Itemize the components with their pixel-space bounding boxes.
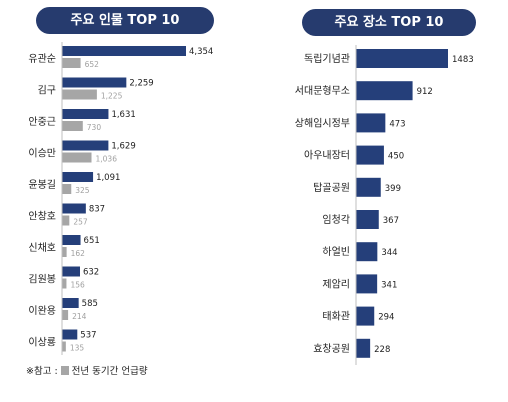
- data-label-people-current: 1,631: [111, 110, 135, 120]
- bar-people-previous: [62, 89, 97, 100]
- data-label-people-current: 585: [82, 299, 98, 309]
- category-label-places: 효창공원: [313, 343, 350, 355]
- data-label-people-previous: 1,036: [96, 155, 118, 164]
- data-label-places: 1483: [452, 55, 474, 65]
- chart-title-places: 주요 장소 TOP 10: [302, 9, 476, 36]
- bar-people-previous: [62, 121, 83, 131]
- data-label-people-previous: 214: [72, 312, 87, 321]
- bar-people-current: [62, 77, 127, 88]
- category-label-people: 이승만: [28, 148, 56, 160]
- data-label-people-previous: 730: [87, 123, 102, 132]
- data-label-people-current: 651: [84, 236, 100, 246]
- bar-places: [356, 242, 378, 262]
- bar-people-previous: [62, 58, 81, 68]
- category-label-people: 이상룡: [28, 337, 56, 349]
- bar-people-current: [62, 172, 94, 182]
- data-label-people-current: 4,354: [189, 47, 213, 57]
- data-label-people-current: 632: [83, 268, 99, 278]
- legend-swatch-gray: [60, 366, 69, 375]
- data-label-places: 294: [378, 313, 394, 323]
- bar-people-current: [62, 298, 79, 308]
- data-label-people-previous: 162: [71, 249, 86, 258]
- bar-places: [356, 210, 379, 229]
- data-label-people-current: 537: [80, 331, 96, 341]
- category-label-people: 윤봉길: [28, 178, 56, 191]
- chart-title-people: 주요 인물 TOP 10: [36, 7, 214, 34]
- data-label-people-previous: 135: [70, 344, 85, 353]
- category-label-places: 서대문형무소: [295, 85, 350, 97]
- data-label-places: 344: [381, 248, 397, 258]
- data-label-places: 473: [389, 119, 405, 129]
- bar-people-current: [62, 140, 109, 151]
- bar-people-current: [62, 235, 81, 245]
- bar-people-previous: [62, 341, 66, 352]
- category-label-people: 안중근: [28, 116, 56, 128]
- bar-people-current: [62, 203, 86, 214]
- bar-people-previous: [62, 247, 67, 257]
- bar-places: [356, 338, 371, 358]
- data-label-places: 912: [417, 87, 433, 97]
- data-label-people-current: 1,629: [111, 142, 135, 152]
- category-label-people: 김원봉: [28, 274, 56, 286]
- bar-people-previous: [62, 278, 67, 289]
- bar-people-previous: [62, 310, 69, 320]
- category-label-places: 아우내장터: [304, 150, 350, 162]
- data-label-people-current: 1,091: [96, 173, 120, 183]
- data-label-people-previous: 257: [73, 218, 88, 227]
- category-label-places: 임청각: [322, 213, 350, 226]
- category-label-people: 이완용: [28, 305, 56, 317]
- bar-people-current: [62, 329, 78, 340]
- category-label-places: 독립기념관: [304, 52, 350, 65]
- category-label-people: 안창호: [28, 211, 56, 223]
- category-label-places: 상해임시정부: [295, 116, 350, 129]
- legend-note-label: 전년 동기간 언급량: [71, 366, 148, 377]
- bar-people-current: [62, 266, 80, 277]
- bar-places: [356, 81, 413, 101]
- bar-places: [356, 177, 381, 197]
- category-label-places: 탑골공원: [313, 182, 350, 194]
- data-label-people-current: 2,259: [129, 79, 153, 89]
- category-label-places: 제암리: [322, 278, 350, 290]
- bar-people-previous: [62, 215, 70, 226]
- bar-people-current: [62, 109, 109, 119]
- data-label-places: 399: [385, 184, 401, 194]
- bar-places: [356, 113, 386, 133]
- bar-people-previous: [62, 184, 72, 194]
- category-label-places: 하얼빈: [322, 245, 350, 258]
- bar-people-current: [62, 46, 186, 56]
- data-label-people-previous: 325: [75, 186, 90, 195]
- category-label-people: 유관순: [28, 53, 56, 65]
- bar-places: [356, 274, 378, 294]
- data-label-people-previous: 156: [70, 281, 85, 290]
- data-label-places: 367: [383, 216, 399, 226]
- legend-note-prefix: ※참고 :: [26, 366, 58, 377]
- bar-people-previous: [62, 152, 92, 163]
- bar-places: [356, 306, 375, 326]
- bar-places: [356, 145, 384, 165]
- data-label-places: 228: [374, 345, 390, 355]
- category-label-places: 태화관: [322, 311, 350, 323]
- data-label-places: 341: [381, 280, 397, 290]
- data-label-people-current: 837: [89, 205, 105, 215]
- data-label-people-previous: 1,225: [101, 92, 123, 101]
- category-label-people: 신채호: [28, 242, 56, 254]
- data-label-people-previous: 652: [85, 60, 100, 69]
- category-label-people: 김구: [38, 85, 56, 97]
- bar-places: [356, 49, 448, 68]
- data-label-places: 450: [388, 152, 404, 162]
- legend-note: ※참고 : 전년 동기간 언급량: [26, 363, 148, 377]
